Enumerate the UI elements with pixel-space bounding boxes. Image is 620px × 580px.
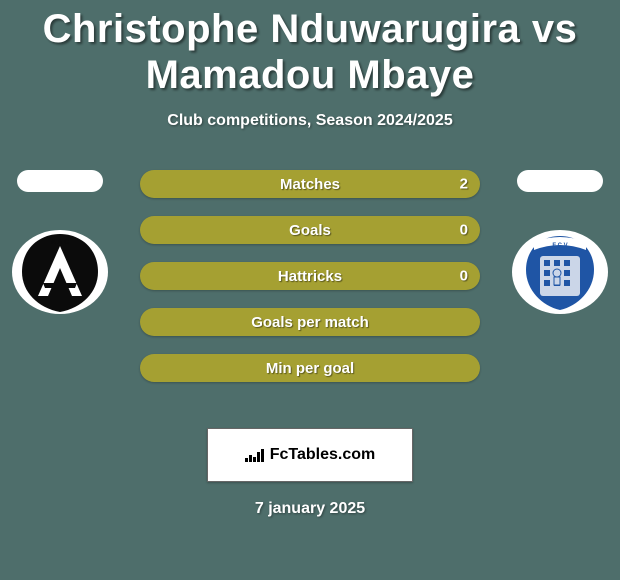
svg-text:A A C: A A C — [51, 239, 69, 246]
page-title: Christophe Nduwarugira vs Mamadou Mbaye — [0, 0, 620, 98]
stat-row-goals: Goals 0 — [140, 216, 480, 244]
stat-label: Min per goal — [266, 360, 354, 377]
academica-logo-icon: A A C — [10, 228, 110, 316]
club-column-left: A A C — [0, 170, 120, 316]
stat-value-right: 0 — [460, 268, 468, 285]
stat-row-min-per-goal: Min per goal — [140, 354, 480, 382]
stat-value-right: 2 — [460, 176, 468, 193]
stat-label: Goals — [289, 222, 331, 239]
player-pill-left — [17, 170, 103, 192]
vizela-logo-icon: F C V — [510, 228, 610, 316]
subtitle: Club competitions, Season 2024/2025 — [0, 112, 620, 130]
stat-label: Matches — [280, 176, 340, 193]
bar-chart-icon — [245, 448, 264, 462]
stats-list: Matches 2 Goals 0 Hattricks 0 Goals per … — [140, 170, 480, 382]
stat-value-right: 0 — [460, 222, 468, 239]
stat-row-hattricks: Hattricks 0 — [140, 262, 480, 290]
club-logo-left: A A C — [10, 228, 110, 316]
comparison-card: Christophe Nduwarugira vs Mamadou Mbaye … — [0, 0, 620, 580]
stat-label: Hattricks — [278, 268, 342, 285]
stat-row-matches: Matches 2 — [140, 170, 480, 198]
club-column-right: F C V — [500, 170, 620, 316]
player-pill-right — [517, 170, 603, 192]
svg-text:F C V: F C V — [552, 243, 567, 249]
club-logo-right: F C V — [510, 228, 610, 316]
brand-label: FcTables.com — [270, 446, 376, 464]
stat-row-goals-per-match: Goals per match — [140, 308, 480, 336]
date-label: 7 january 2025 — [0, 500, 620, 518]
brand-box: FcTables.com — [207, 428, 413, 482]
stat-label: Goals per match — [251, 314, 369, 331]
comparison-body: A A C F C V — [0, 170, 620, 410]
